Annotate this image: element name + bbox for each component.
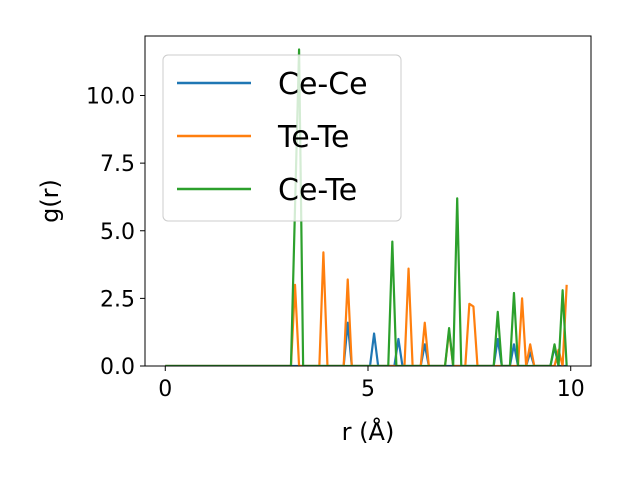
y-axis-label: g(r): [36, 179, 64, 223]
y-tick-label: 2.5: [100, 287, 135, 312]
x-axis-label: r (Å): [342, 417, 395, 446]
x-tick-label: 5: [361, 377, 375, 402]
y-tick-label: 7.5: [100, 152, 135, 177]
y-tick-label: 10.0: [86, 85, 135, 110]
legend-label-ce-te: Ce-Te: [278, 173, 357, 208]
legend: Ce-Ce Te-Te Ce-Te: [162, 54, 402, 222]
series-line-ce-te: [165, 48, 568, 366]
y-tick-label: 0.0: [100, 355, 135, 380]
legend-label-te-te: Te-Te: [277, 120, 349, 155]
legend-label-ce-ce: Ce-Ce: [278, 67, 368, 102]
x-tick-label: 10: [557, 377, 585, 402]
y-tick-label: 5.0: [100, 220, 135, 245]
legend-box: [162, 54, 402, 222]
x-tick-label: 0: [158, 377, 172, 402]
series-line-te-te: [165, 251, 568, 366]
